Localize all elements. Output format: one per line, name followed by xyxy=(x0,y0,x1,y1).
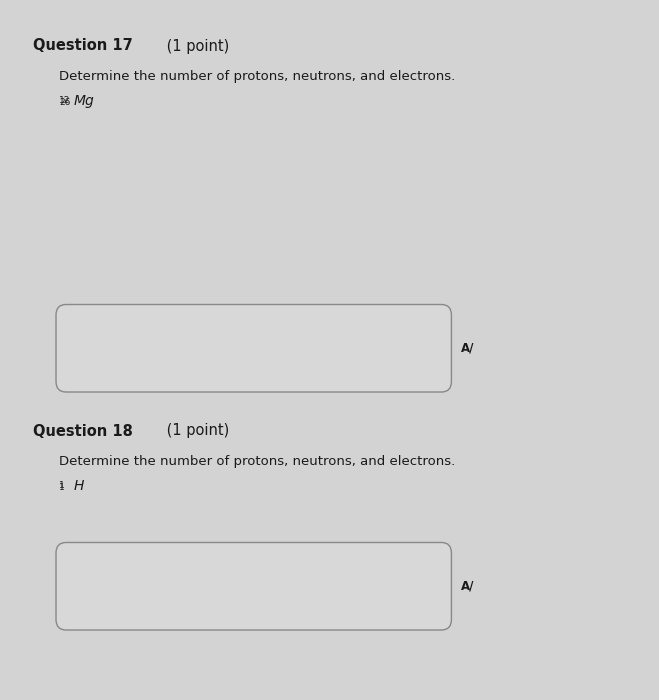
Text: 1: 1 xyxy=(59,483,65,492)
Text: A/: A/ xyxy=(461,580,474,593)
Text: 26: 26 xyxy=(59,98,71,107)
Text: (1 point): (1 point) xyxy=(161,38,229,53)
Text: Question 17: Question 17 xyxy=(33,38,132,53)
Text: 1: 1 xyxy=(59,481,65,490)
Text: (1 point): (1 point) xyxy=(162,424,229,438)
Text: Mg: Mg xyxy=(74,94,94,108)
Text: Question 18: Question 18 xyxy=(33,424,133,438)
Text: Determine the number of protons, neutrons, and electrons.: Determine the number of protons, neutron… xyxy=(59,455,455,468)
FancyBboxPatch shape xyxy=(56,304,451,392)
Text: H: H xyxy=(74,480,84,494)
Text: A/: A/ xyxy=(461,342,474,355)
Text: 12: 12 xyxy=(59,96,71,105)
FancyBboxPatch shape xyxy=(56,542,451,630)
Text: Determine the number of protons, neutrons, and electrons.: Determine the number of protons, neutron… xyxy=(59,70,455,83)
